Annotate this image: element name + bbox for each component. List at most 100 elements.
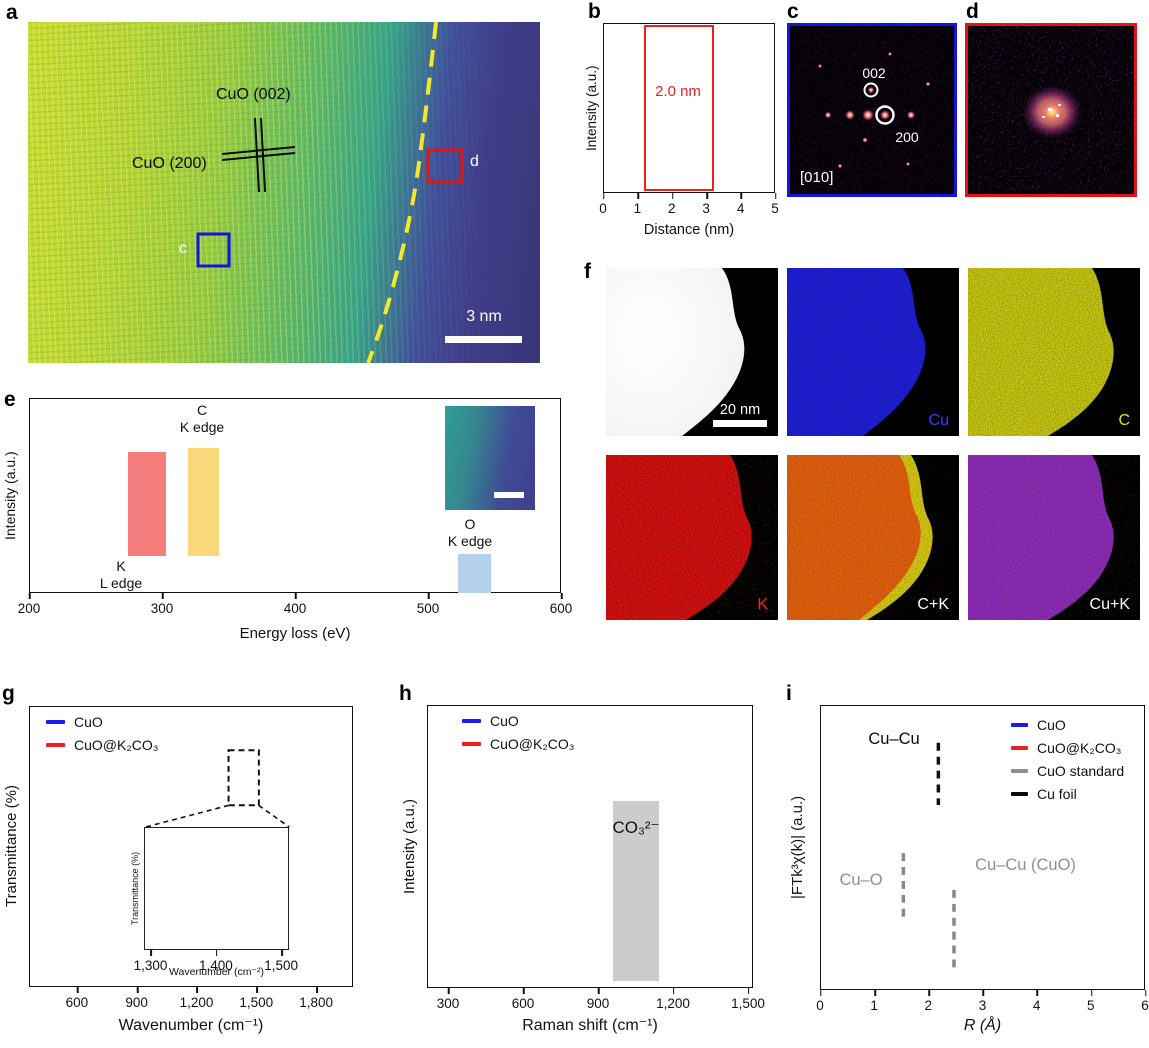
i-legend-label-cuo-standard: CuO standard xyxy=(1037,763,1125,779)
b-x-axis-label: Distance (nm) xyxy=(643,222,735,238)
box-d-letter: d xyxy=(470,153,479,170)
axis-tick: 2 xyxy=(668,193,676,216)
o-edge-label-line1: O xyxy=(464,516,476,532)
panel-label-e: e xyxy=(4,388,16,411)
axis-tick: 500 xyxy=(417,593,439,616)
dashed-annotation-box xyxy=(227,749,260,807)
eds-map-k: K xyxy=(606,455,778,620)
axis-tick: 600 xyxy=(66,987,88,1010)
cuo-annotation: Cu–O xyxy=(839,871,883,889)
axis-tick: 3 xyxy=(702,193,710,216)
scalebar-3nm xyxy=(445,336,522,343)
h-y-axis-label: Intensity (a.u.) xyxy=(401,798,418,895)
axis-tick: 300 xyxy=(151,593,173,616)
panel-label-f: f xyxy=(584,260,591,283)
g-legend-label-cuo: CuO xyxy=(74,714,103,730)
scalebar-20nm xyxy=(713,420,767,427)
axis-tick: 1,300 xyxy=(134,950,167,973)
g-inset-plot xyxy=(144,827,289,950)
b-x-ticks: 0 1 2 3 4 5 xyxy=(599,193,779,219)
e-y-axis-label: Intensity (a.u.) xyxy=(2,451,18,540)
c-edge-label-line2: K edge xyxy=(179,419,225,435)
eds-map-c: C xyxy=(968,268,1140,436)
axis-tick: 200 xyxy=(18,593,40,616)
panel-label-h: h xyxy=(399,682,412,705)
circle-002 xyxy=(863,82,879,98)
c-edge-label-line1: C xyxy=(196,402,208,418)
eds-map-cuk: Cu+K xyxy=(968,455,1140,620)
plane-200-label: CuO (200) xyxy=(132,155,207,172)
map-label-k: K xyxy=(757,596,768,613)
axis-tick: 1,200 xyxy=(180,987,213,1010)
axis-tick: 6 xyxy=(1141,990,1149,1013)
lattice-plane-marks xyxy=(221,117,296,193)
e-x-axis-label: Energy loss (eV) xyxy=(239,625,351,642)
inset-connector-left xyxy=(145,804,229,828)
g-inset-x-label: Wavenumber (cm⁻²) xyxy=(169,966,264,978)
o-k-edge-band xyxy=(458,554,491,593)
central-glow xyxy=(1038,99,1066,125)
axis-tick: 600 xyxy=(512,988,534,1011)
cucu-cuo-annotation: Cu–Cu (CuO) xyxy=(975,856,1076,874)
haadf-image: 20 nm xyxy=(606,268,778,436)
h-x-axis-label: Raman shift (cm⁻¹) xyxy=(522,1017,658,1034)
axis-tick: 1,500 xyxy=(731,988,765,1011)
e-inset-image xyxy=(445,406,535,510)
axis-tick: 0 xyxy=(816,990,824,1013)
panel-label-d: d xyxy=(966,0,979,23)
e-x-ticks: 200 300 400 500 600 xyxy=(18,593,572,619)
h-legend-label-cuo: CuO xyxy=(490,713,519,729)
h-x-ticks: 300 600 900 1,200 1,500 xyxy=(427,988,765,1014)
g-legend-swatch-cuok2co3 xyxy=(46,743,65,747)
fft-image-c: 002 200 [010] xyxy=(787,23,957,197)
i-legend-swatch-cuo xyxy=(1011,723,1028,727)
eds-map-cu: Cu xyxy=(787,268,959,436)
axis-tick: 4 xyxy=(1033,990,1040,1013)
g-inset-chart xyxy=(145,828,288,949)
map-label-cu: Cu xyxy=(929,412,949,429)
i-legend-swatch-cuok2co3 xyxy=(1011,746,1028,750)
axis-tick: 1 xyxy=(634,193,641,216)
o-edge-label-line2: K edge xyxy=(447,533,493,549)
axis-tick: 1,800 xyxy=(299,987,333,1010)
fft-spots xyxy=(818,52,931,169)
panel-label-a: a xyxy=(6,1,18,24)
i-exafs-chart xyxy=(901,742,956,973)
axis-tick: 0 xyxy=(599,193,607,216)
axis-tick: 1,400 xyxy=(199,950,233,973)
map-label-cuk: Cu+K xyxy=(1090,596,1131,613)
carbonate-annotation: CO₃²⁻ xyxy=(612,818,660,837)
map-label-c: C xyxy=(1118,412,1130,429)
i-legend-label-cuo: CuO xyxy=(1037,717,1066,733)
axis-tick: 400 xyxy=(284,593,306,616)
g-y-axis-label: Transmittance (%) xyxy=(3,785,20,908)
hrtem-annotations xyxy=(196,22,522,363)
b-width-annotation: 2.0 nm xyxy=(655,83,701,100)
i-x-axis-label: R (Å) xyxy=(963,1017,1002,1034)
panel-label-b: b xyxy=(588,0,601,23)
b-region-box: 2.0 nm xyxy=(644,25,714,191)
panel-label-c: c xyxy=(787,0,799,23)
f-scalebar-text: 20 nm xyxy=(720,402,760,418)
e-inset-scalebar xyxy=(494,492,524,498)
axis-tick: 1 xyxy=(870,990,878,1013)
axis-tick: 1,200 xyxy=(656,988,690,1011)
fft-c-content: 002 200 [010] xyxy=(790,26,954,194)
k-edge-label-line1: K xyxy=(116,558,126,574)
b-y-axis-label: Intensity (a.u.) xyxy=(584,65,599,151)
spot-label-200: 200 xyxy=(895,129,919,145)
i-legend: CuO CuO@K₂CO₃ CuO standard Cu foil xyxy=(1011,718,1124,810)
i-legend-label-cu-foil: Cu foil xyxy=(1037,786,1077,802)
axis-tick: 1,500 xyxy=(239,987,273,1010)
scalebar-text: 3 nm xyxy=(466,308,502,325)
fft-image-d xyxy=(965,23,1137,197)
axis-tick: 600 xyxy=(550,593,572,616)
hrtem-image: CuO (002) CuO (200) c d 3 nm xyxy=(28,22,540,363)
box-c-letter: c xyxy=(179,240,187,257)
h-legend-label-cuok2co3: CuO@K₂CO₃ xyxy=(490,736,575,752)
g-legend-swatch-cuo xyxy=(46,720,65,724)
axis-tick: 900 xyxy=(587,988,609,1011)
i-legend-label-cuok2co3: CuO@K₂CO₃ xyxy=(1037,740,1122,756)
c-k-edge-band xyxy=(188,448,219,556)
i-legend-swatch-cuo-standard xyxy=(1011,769,1028,773)
